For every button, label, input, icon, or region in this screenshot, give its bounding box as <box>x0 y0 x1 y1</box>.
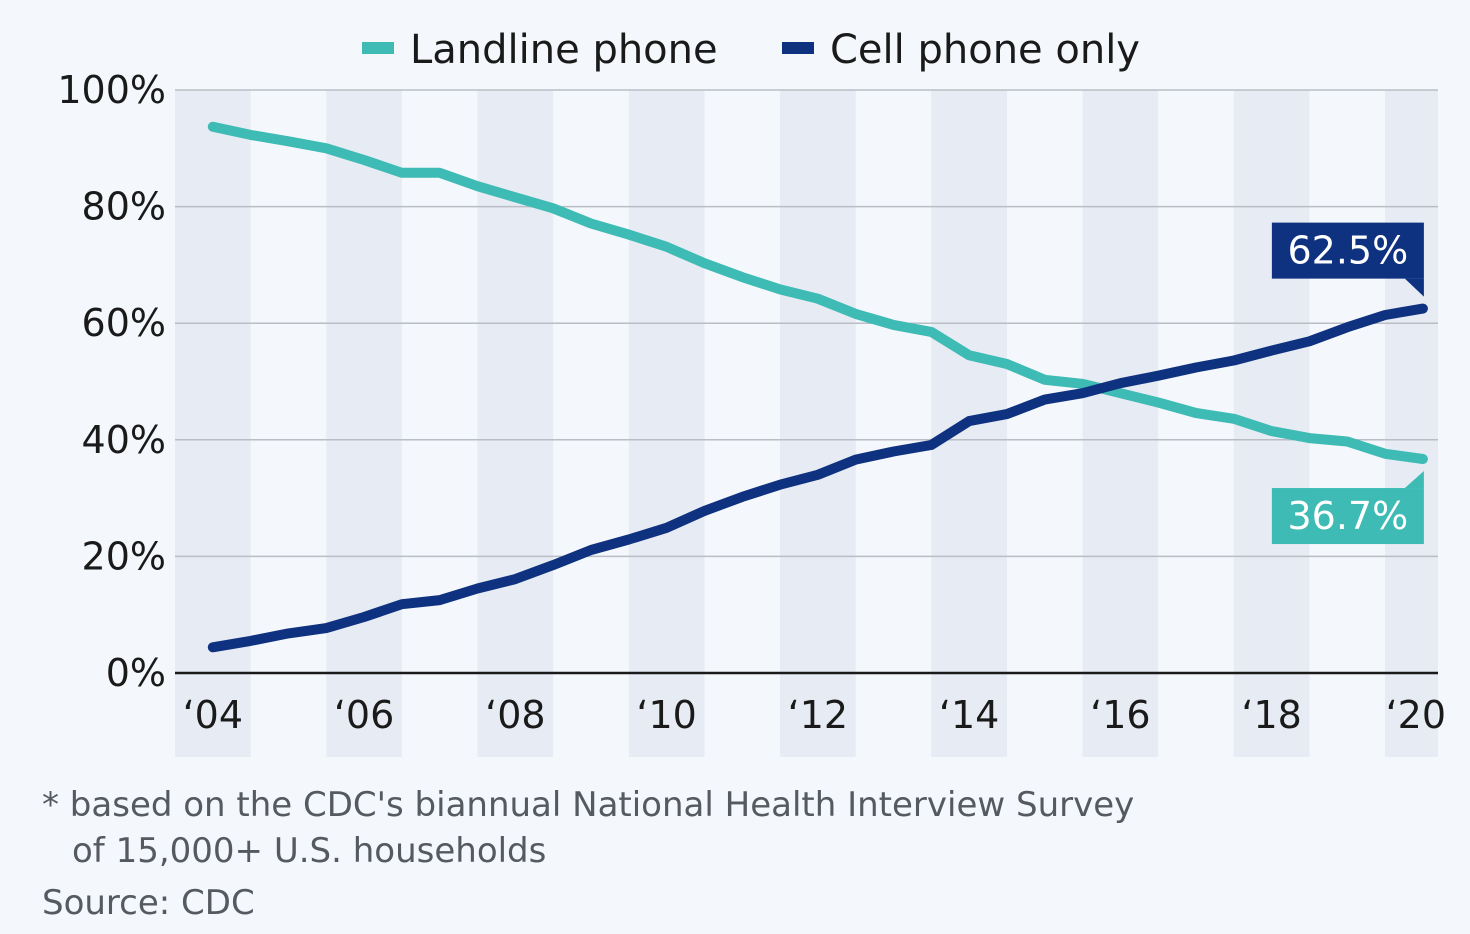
callout-label: 36.7% <box>1288 494 1409 538</box>
y-tick-label: 0% <box>106 651 166 695</box>
line-chart: 0% 20% 40% 60% 80% 100% ‘04 ‘06 ‘08 ‘10 ‘12 ‘14 ‘16… <box>57 27 1446 757</box>
gridlines <box>175 89 1438 558</box>
year-band <box>1385 90 1438 757</box>
legend: Landline phone Cell phone only <box>362 27 1140 73</box>
x-tick-label: ‘10 <box>636 693 696 737</box>
callout-box <box>1271 488 1424 545</box>
x-tick-label: ‘04 <box>183 693 243 737</box>
year-band <box>628 90 705 757</box>
y-tick-label: 60% <box>82 301 166 345</box>
x-tick-label: ‘20 <box>1386 693 1446 737</box>
x-tick-label: ‘18 <box>1241 693 1301 737</box>
series-line <box>207 303 1428 653</box>
year-band <box>1082 90 1159 757</box>
series-lines <box>207 121 1428 653</box>
x-tick-label: ‘08 <box>485 693 545 737</box>
y-axis-ticks: 0% 20% 40% 60% 80% 100% <box>57 68 166 695</box>
callout-pointer <box>1404 471 1424 489</box>
x-tick-label: ‘06 <box>334 693 394 737</box>
x-tick-label: ‘14 <box>939 693 999 737</box>
y-tick-label: 40% <box>82 418 166 462</box>
source-label: Source: CDC <box>42 883 255 923</box>
year-band <box>780 90 856 757</box>
year-bands <box>175 90 1438 757</box>
series-line <box>207 121 1428 464</box>
y-tick-label: 80% <box>82 185 166 229</box>
x-tick-label: ‘16 <box>1090 693 1150 737</box>
callout-label: 62.5% <box>1288 229 1409 273</box>
year-band <box>326 90 402 757</box>
legend-swatch-landline <box>362 42 394 54</box>
footnote-line-2: of 15,000+ U.S. households <box>72 831 547 871</box>
year-band <box>175 90 251 757</box>
footnote-line-1: * based on the CDC's biannual National H… <box>42 785 1135 825</box>
legend-swatch-cell <box>782 42 814 54</box>
y-tick-label: 20% <box>82 534 166 578</box>
legend-label-cell: Cell phone only <box>830 27 1140 73</box>
callout-box <box>1271 222 1424 279</box>
legend-label-landline: Landline phone <box>410 27 718 73</box>
x-tick-label: ‘12 <box>788 693 848 737</box>
value-callouts: 62.5% 36.7% <box>1271 222 1424 545</box>
y-tick-label: 100% <box>57 68 166 112</box>
callout-pointer <box>1404 278 1424 297</box>
x-axis-ticks: ‘04 ‘06 ‘08 ‘10 ‘12 ‘14 ‘16 ‘18 ‘20 <box>183 693 1446 737</box>
